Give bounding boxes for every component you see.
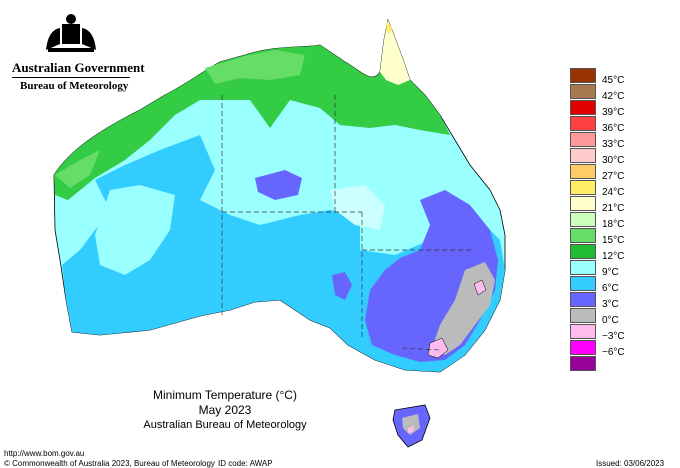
legend-label: 36°C	[602, 123, 625, 134]
legend-label: 21°C	[602, 203, 625, 214]
footer-url[interactable]: http://www.bom.gov.au	[4, 449, 85, 458]
footer-issued: Issued: 03/06/2023	[596, 459, 665, 468]
legend-label: 24°C	[602, 187, 625, 198]
legend-label: 6°C	[602, 283, 619, 294]
legend-swatch	[570, 260, 596, 275]
legend-swatch	[570, 308, 596, 323]
legend-swatch	[570, 116, 596, 131]
legend-label: 45°C	[602, 75, 625, 86]
legend-label: −6°C	[602, 347, 625, 358]
map-title: Minimum Temperature (°C)	[153, 388, 297, 402]
legend-swatch	[570, 244, 596, 259]
tasmania-core	[402, 414, 420, 435]
westcoast-lightgreen-zone	[55, 150, 100, 188]
legend-swatch	[570, 212, 596, 227]
legend-swatch	[570, 196, 596, 211]
alpine-sub0-patch	[427, 337, 449, 359]
tasmania-tip	[408, 426, 414, 433]
legend-swatch	[570, 228, 596, 243]
legend-label: 42°C	[602, 91, 625, 102]
footer-id-code: ID code: AWAP	[218, 459, 273, 468]
legend-swatch	[570, 68, 596, 83]
coat-of-arms-icon	[46, 14, 96, 52]
cape-york-warm-zone	[380, 20, 410, 85]
legend-label: 27°C	[602, 171, 625, 182]
map-caption: Minimum Temperature (°C) May 2023 Austra…	[140, 388, 310, 433]
legend-swatch	[570, 84, 596, 99]
legend-swatch	[570, 164, 596, 179]
legend-swatch	[570, 340, 596, 355]
map-period: May 2023	[198, 403, 252, 417]
legend-label: 3°C	[602, 299, 619, 310]
legend-swatch	[570, 324, 596, 339]
sa-3c-patch	[332, 272, 352, 300]
legend-label: 33°C	[602, 139, 625, 150]
legend-swatch	[570, 276, 596, 291]
tableland-sub0-patch	[473, 279, 487, 296]
legend-swatch	[570, 292, 596, 307]
central-9c-pocket	[330, 185, 385, 230]
map-source: Australian Bureau of Meteorology	[143, 419, 307, 431]
legend-label: 12°C	[602, 251, 625, 262]
legend-label: 30°C	[602, 155, 625, 166]
legend-swatch	[570, 180, 596, 195]
legend-label: −3°C	[602, 331, 625, 342]
legend-label: 18°C	[602, 219, 625, 230]
central-3c-patch	[255, 170, 302, 200]
footer-copyright: © Commonwealth of Australia 2023, Bureau…	[4, 459, 215, 468]
legend-swatch	[570, 132, 596, 147]
cape-york-tip	[386, 22, 392, 34]
legend-label: 15°C	[602, 235, 625, 246]
north-lightgreen-zone	[205, 50, 305, 84]
legend-label: 39°C	[602, 107, 625, 118]
legend-swatch	[570, 356, 596, 371]
state-borders	[221, 95, 475, 351]
legend-label: 0°C	[602, 315, 619, 326]
legend-label: 9°C	[602, 267, 619, 278]
legend-swatch	[570, 148, 596, 163]
west-9c-pocket	[95, 185, 175, 275]
government-label: Australian Government	[12, 60, 145, 75]
legend-swatch	[570, 100, 596, 115]
bureau-label: Bureau of Meteorology	[20, 80, 129, 92]
header-divider	[12, 77, 130, 78]
